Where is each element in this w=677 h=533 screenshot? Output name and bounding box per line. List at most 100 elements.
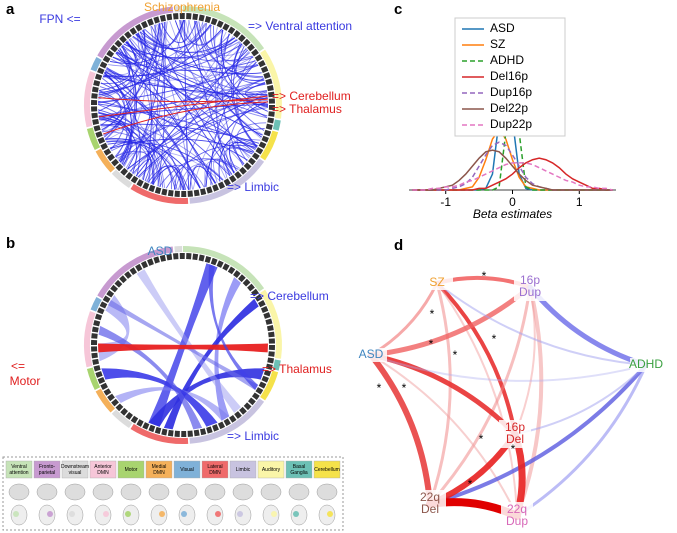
significance-marker: *	[479, 432, 484, 446]
network-swatch	[257, 460, 285, 479]
chord	[204, 161, 232, 188]
legend-label: ADHD	[490, 53, 524, 67]
brain-icon	[64, 483, 86, 501]
chord	[106, 67, 256, 151]
chord	[99, 118, 159, 187]
significance-marker: *	[492, 332, 497, 346]
x-axis-label: Beta estimates	[473, 207, 552, 221]
brain-icon	[150, 504, 168, 526]
chord	[98, 111, 132, 166]
node-label: Del	[506, 432, 524, 446]
annotation: => Cerebellum	[250, 289, 329, 303]
network-swatch	[89, 460, 117, 479]
chord	[233, 43, 265, 81]
annotation: Motor	[10, 374, 41, 388]
node-label: ASD	[359, 347, 384, 361]
ribbon	[101, 368, 218, 427]
chord	[103, 129, 125, 141]
chord	[115, 44, 136, 158]
network-swatch	[201, 460, 229, 479]
node-bg	[414, 490, 446, 518]
chord	[194, 20, 264, 77]
panel-label: a	[6, 1, 15, 18]
chord	[145, 59, 256, 182]
chord	[214, 27, 243, 55]
chord	[116, 51, 269, 105]
chord	[147, 26, 159, 183]
network-ring-segment	[90, 57, 102, 72]
network-swatch	[285, 460, 313, 479]
network-highlight	[69, 511, 75, 517]
network-ring-segment	[260, 370, 279, 401]
network-ring-segment	[111, 409, 133, 429]
brain-icon	[120, 483, 142, 501]
chord	[135, 33, 268, 97]
node-bg	[501, 502, 533, 530]
brain-icon	[318, 504, 336, 526]
brain-icon	[206, 504, 224, 526]
chord	[182, 158, 240, 191]
network-swatch	[145, 460, 173, 479]
ribbon	[214, 277, 241, 421]
chord	[112, 56, 256, 71]
legend-label: Dup22p	[490, 117, 532, 131]
network-highlight	[159, 511, 165, 517]
network-ring-segment	[272, 359, 281, 371]
chord	[150, 164, 205, 188]
chord	[169, 20, 250, 159]
network-highlight	[103, 511, 109, 517]
chord	[104, 48, 131, 75]
chord	[103, 21, 168, 136]
network-highlight	[13, 511, 19, 517]
chord	[210, 24, 254, 62]
chord	[99, 118, 138, 174]
network-ring-segment	[111, 169, 133, 189]
brain-icon	[38, 504, 56, 526]
significance-marker: *	[377, 381, 382, 395]
annotation: => Ventral attention	[248, 19, 352, 33]
chord	[139, 31, 235, 53]
chord	[244, 82, 267, 93]
network-name: Anterior	[94, 464, 112, 470]
chord	[98, 109, 190, 190]
significance-marker: *	[511, 442, 516, 456]
network-edge	[515, 363, 648, 518]
network-name: Cerebellum	[314, 467, 340, 473]
annotation: => Limbic	[227, 180, 279, 194]
chord	[142, 19, 185, 46]
chord	[132, 158, 152, 182]
network-edge	[514, 364, 647, 435]
annotation: => Thalamus	[262, 362, 332, 376]
node-label: ADHD	[629, 357, 663, 371]
network-ring-segment	[182, 6, 265, 52]
chord	[125, 41, 268, 100]
ribbon	[115, 387, 230, 421]
node-label: Dup	[506, 514, 528, 528]
network-highlight	[293, 511, 299, 517]
chord	[157, 23, 166, 187]
chord	[224, 147, 253, 177]
network-highlight	[237, 511, 243, 517]
node-label: Dup	[519, 285, 541, 299]
chord	[205, 23, 231, 49]
chord	[129, 78, 264, 172]
network-name: Basal	[293, 464, 306, 470]
chord	[97, 100, 248, 161]
chord	[117, 44, 244, 160]
network-name: DMN	[209, 470, 221, 476]
chord	[98, 95, 268, 118]
chord	[115, 78, 264, 158]
chord	[111, 58, 268, 119]
network-name: DMN	[97, 470, 109, 476]
legend-label: ASD	[490, 21, 515, 35]
legend-label: Del16p	[490, 69, 528, 83]
network-swatch	[5, 460, 33, 479]
network-name: Limbic	[236, 467, 251, 473]
brain-icon	[234, 504, 252, 526]
network-name: Ganglia	[290, 470, 307, 476]
brain-icon	[316, 483, 338, 501]
region-ring	[91, 13, 275, 197]
network-swatch	[61, 460, 89, 479]
significance-marker: *	[430, 307, 435, 321]
